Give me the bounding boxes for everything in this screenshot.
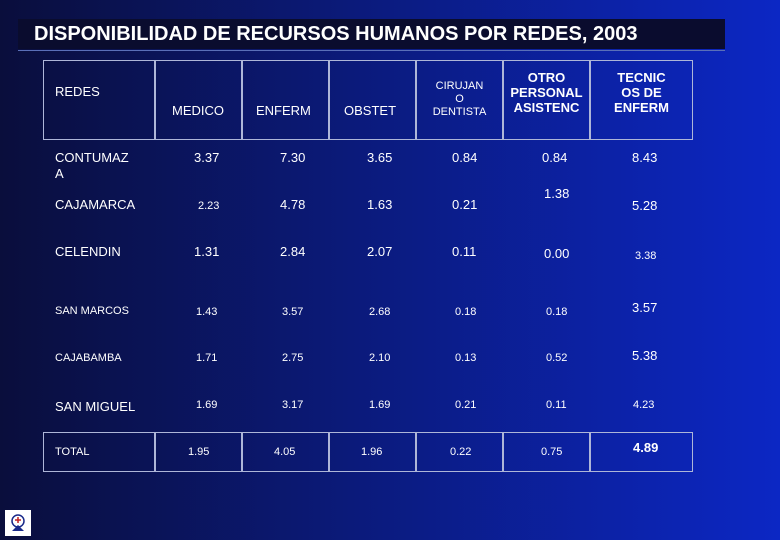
header-box-otro	[503, 60, 590, 140]
total-obstet: 1.96	[361, 446, 383, 458]
cell-san-miguel-tecnic: 4.23	[633, 399, 655, 411]
total-medico: 1.95	[188, 446, 210, 458]
column-header-medico: MEDICO	[172, 103, 224, 118]
cell-cajabamba-tecnic: 5.38	[632, 348, 658, 363]
column-header-cirujan: CIRUJAN O DENTISTA	[432, 80, 487, 118]
cell-cajamarca-enferm: 4.78	[280, 197, 306, 212]
total-box-otro	[503, 432, 590, 472]
row-label-san-miguel: SAN MIGUEL	[55, 399, 136, 414]
header-box-obstet	[329, 60, 416, 140]
cell-cajabamba-obstet: 2.10	[369, 352, 391, 364]
cell-cajabamba-enferm: 2.75	[282, 352, 304, 364]
total-enferm: 4.05	[274, 446, 296, 458]
cell-contumaza-obstet: 3.65	[367, 150, 393, 165]
cell-san-marcos-medico: 1.43	[196, 306, 218, 318]
total-box-obstet	[329, 432, 416, 472]
row-label-total: TOTAL	[55, 446, 90, 458]
column-header-obstet: OBSTET	[344, 103, 397, 118]
column-header-otro: OTRO PERSONAL ASISTENC	[510, 70, 583, 115]
cell-celendin-otro: 0.00	[544, 246, 570, 261]
cell-san-marcos-obstet: 2.68	[369, 306, 391, 318]
total-tecnic: 4.89	[633, 440, 659, 455]
cell-san-miguel-obstet: 1.69	[369, 399, 391, 411]
row-label-cajamarca: CAJAMARCA	[55, 197, 136, 212]
column-header-tecnic: TECNIC OS DE ENFERM	[614, 70, 669, 115]
total-box-cirujan	[416, 432, 503, 472]
cell-san-miguel-otro: 0.11	[546, 399, 567, 411]
cell-san-marcos-cirujan: 0.18	[455, 306, 477, 318]
row-label-celendin: CELENDIN	[55, 244, 121, 259]
cell-celendin-cirujan: 0.11	[452, 244, 477, 259]
header-box-redes	[43, 60, 155, 140]
cell-san-marcos-enferm: 3.57	[282, 306, 304, 318]
total-box-medico	[155, 432, 242, 472]
header-box-medico	[155, 60, 242, 140]
row-label-san-marcos: SAN MARCOS	[55, 305, 129, 317]
cell-celendin-tecnic: 3.38	[635, 250, 657, 262]
cell-cajabamba-cirujan: 0.13	[455, 352, 477, 364]
cell-cajamarca-cirujan: 0.21	[452, 197, 478, 212]
cell-cajamarca-tecnic: 5.28	[632, 198, 658, 213]
total-otro: 0.75	[541, 446, 563, 458]
column-header-redes: REDES	[55, 84, 100, 99]
cell-cajabamba-otro: 0.52	[546, 352, 568, 364]
cell-contumaza-medico: 3.37	[194, 150, 220, 165]
column-header-enferm: ENFERM	[256, 103, 311, 118]
header-box-tecnic	[590, 60, 693, 140]
cell-celendin-medico: 1.31	[194, 244, 220, 259]
cell-san-marcos-tecnic: 3.57	[632, 300, 658, 315]
total-box-enferm	[242, 432, 329, 472]
cell-cajamarca-otro: 1.38	[544, 186, 570, 201]
row-label-contumaza: CONTUMAZ A	[55, 150, 129, 181]
total-box-redes	[43, 432, 155, 472]
page-title: DISPONIBILIDAD DE RECURSOS HUMANOS POR R…	[18, 19, 725, 49]
cell-cajamarca-medico: 2.23	[198, 200, 220, 212]
institution-logo-icon	[5, 510, 31, 536]
logo-graphic	[11, 514, 25, 531]
header-box-cirujan	[416, 60, 503, 140]
cell-celendin-obstet: 2.07	[367, 244, 393, 259]
row-label-cajabamba: CAJABAMBA	[55, 352, 122, 364]
cell-san-miguel-enferm: 3.17	[282, 399, 304, 411]
total-box-tecnic	[590, 432, 693, 472]
cell-san-marcos-otro: 0.18	[546, 306, 568, 318]
cell-cajabamba-medico: 1.71	[196, 352, 218, 364]
header-box-enferm	[242, 60, 329, 140]
total-cirujan: 0.22	[450, 446, 472, 458]
cell-contumaza-cirujan: 0.84	[452, 150, 478, 165]
cell-contumaza-enferm: 7.30	[280, 150, 306, 165]
title-underline	[18, 50, 725, 51]
cell-cajamarca-obstet: 1.63	[367, 197, 393, 212]
cell-contumaza-otro: 0.84	[542, 150, 568, 165]
cell-celendin-enferm: 2.84	[280, 244, 306, 259]
cell-contumaza-tecnic: 8.43	[632, 150, 658, 165]
cell-san-miguel-medico: 1.69	[196, 399, 218, 411]
cell-san-miguel-cirujan: 0.21	[455, 399, 477, 411]
